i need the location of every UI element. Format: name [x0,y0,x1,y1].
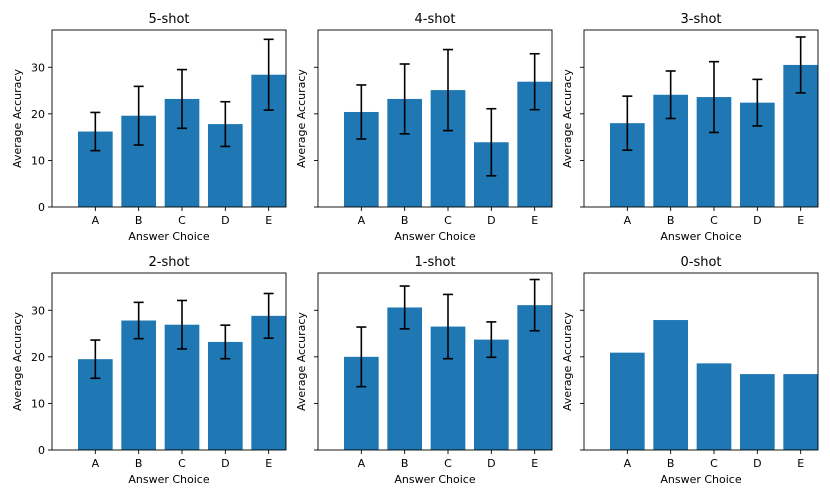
subplot-title: 4-shot [414,12,455,27]
x-tick-label: B [401,214,409,227]
y-axis-label: Average Accuracy [295,69,308,168]
x-tick-label: A [358,457,366,470]
y-axis-label: Average Accuracy [11,69,24,168]
x-tick-label: C [178,214,186,227]
subplot-5-shot: A B C D E 0 10 20 30 5-shot Answer Choice Average A… [11,12,287,243]
x-tick-label: A [92,214,100,227]
x-tick-label: D [221,457,229,470]
axes-frame [317,29,553,208]
x-axis-label: Answer Choice [660,230,741,243]
x-tick-label: B [667,214,675,227]
y-tick-label: 0 [38,201,45,214]
subplot-4-shot: A B C D E 4-shot Answer Choice Average Accuracy [295,12,553,243]
y-tick-label: 20 [31,108,45,121]
x-tick-label: C [444,457,452,470]
y-axis-label: Average Accuracy [561,312,574,411]
y-tick-label: 20 [31,351,45,364]
y-tick-label: 10 [31,154,45,167]
x-tick-label: B [667,457,675,470]
x-tick-label: C [178,457,186,470]
bar-D [740,374,775,450]
x-tick-label: E [531,457,538,470]
x-axis-label: Answer Choice [394,473,475,486]
x-tick-label: C [710,214,718,227]
bar-C [696,363,732,450]
bar-B [387,307,422,450]
x-tick-label: A [624,457,632,470]
x-tick-label: D [221,214,229,227]
y-axis-label: Average Accuracy [295,312,308,411]
y-axis-label: Average Accuracy [11,312,24,411]
x-tick-label: E [797,457,804,470]
subplot-0-shot: A B C D E 0-shot Answer Choice Average Accuracy [561,255,819,486]
y-tick-label: 0 [38,444,45,457]
subplot-2-shot: A B C D E 0 10 20 30 2-shot Answer Choice Average A… [11,255,287,486]
x-tick-label: B [135,457,143,470]
x-tick-label: A [358,214,366,227]
x-axis-label: Answer Choice [660,473,741,486]
x-tick-label: A [92,457,100,470]
y-tick-label: 30 [31,61,45,74]
x-tick-label: A [624,214,632,227]
subplot-title: 1-shot [414,255,455,270]
bar-E [783,374,818,450]
x-tick-label: E [265,214,272,227]
x-tick-label: E [797,214,804,227]
axes-frame [583,272,819,451]
subplot-3-shot: A B C D E 3-shot Answer Choice Average Accuracy [561,12,819,243]
y-tick-label: 10 [31,397,45,410]
subplot-1-shot: A B C D E 1-shot Answer Choice Average Accuracy [295,255,553,486]
y-tick-label: 30 [31,304,45,317]
x-tick-label: D [753,214,761,227]
x-tick-label: B [401,457,409,470]
x-tick-label: E [265,457,272,470]
x-tick-label: E [531,214,538,227]
x-axis-label: Answer Choice [128,230,209,243]
x-tick-label: C [710,457,718,470]
bar-B [121,320,156,450]
subplot-title: 5-shot [148,12,189,27]
x-tick-label: B [135,214,143,227]
x-tick-label: D [487,457,495,470]
subplot-title: 3-shot [680,12,721,27]
x-axis-label: Answer Choice [128,473,209,486]
axes-frame [583,29,819,208]
x-axis-label: Answer Choice [394,230,475,243]
x-tick-label: C [444,214,452,227]
axes-frame [51,29,287,208]
axes-frame [317,272,553,451]
bar-A [610,352,645,450]
bar-B [653,320,688,450]
y-axis-label: Average Accuracy [561,69,574,168]
axes-frame [51,272,287,451]
bar-D [208,341,243,450]
x-tick-label: D [753,457,761,470]
subplot-title: 2-shot [148,255,189,270]
subplot-title: 0-shot [680,255,721,270]
x-tick-label: D [487,214,495,227]
